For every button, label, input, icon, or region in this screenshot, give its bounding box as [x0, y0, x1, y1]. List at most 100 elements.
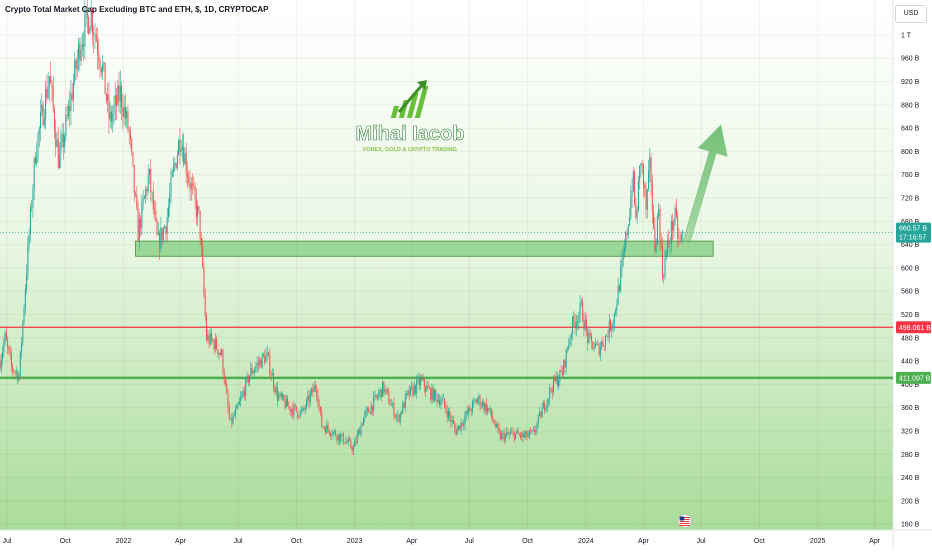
candle-body: [12, 365, 14, 371]
price-axis-label: 400 B: [901, 382, 920, 389]
candle-body: [294, 404, 296, 407]
candle-body: [601, 341, 603, 348]
candle-body: [212, 339, 214, 342]
candle-body: [98, 52, 100, 62]
candle-body: [99, 61, 101, 69]
candle-body: [88, 17, 90, 34]
candle-body: [128, 130, 130, 132]
candle-body: [181, 146, 183, 151]
candle-body: [97, 41, 99, 53]
candle-body: [2, 352, 4, 360]
candle-body: [485, 403, 487, 413]
candle-body: [185, 153, 187, 173]
candle-body: [5, 332, 7, 341]
candle-body: [32, 189, 34, 208]
candle-body: [233, 415, 235, 416]
candle-body: [36, 156, 38, 164]
candle-body: [330, 433, 332, 436]
currency-button[interactable]: USD: [895, 5, 927, 23]
candle-body: [26, 273, 28, 290]
candle-body: [34, 157, 36, 164]
candle-body: [190, 183, 192, 190]
candle-body: [312, 388, 314, 392]
candle-body: [655, 244, 657, 251]
candle-body: [566, 348, 568, 350]
flag-stripe: [679, 523, 690, 524]
candle-body: [426, 385, 428, 392]
candle-body: [81, 44, 83, 50]
candle-body: [450, 416, 452, 423]
price-axis-label: 240 B: [901, 475, 920, 482]
candle-body: [274, 387, 276, 393]
candle-body: [374, 395, 376, 397]
candle-body: [679, 238, 681, 240]
candle-body: [531, 430, 533, 432]
time-axis[interactable]: Jul Oct 2022 Apr Jul Oct 2023 Apr Jul Oct 2024 Apr J…: [2, 538, 880, 545]
candle-body: [197, 206, 199, 217]
candle-body: [373, 396, 375, 412]
price-axis-label: 680 B: [901, 219, 920, 226]
candle-body: [132, 151, 134, 166]
candle-body: [349, 439, 351, 441]
candle-body: [332, 431, 334, 435]
price-axis-label: 800 B: [901, 149, 920, 156]
candle-body: [458, 425, 460, 429]
candle-body: [208, 335, 210, 344]
candle-body: [484, 403, 486, 411]
candle-body: [378, 393, 380, 398]
candle-body: [369, 412, 371, 414]
candle-body: [468, 407, 470, 414]
candle-body: [620, 267, 622, 292]
candle-body: [420, 378, 422, 386]
price-axis[interactable]: 160 B 200 B 240 B 280 B 320 B 360 B 400 B 440 B…: [901, 32, 920, 528]
candle-body: [85, 8, 87, 14]
candle-body: [107, 94, 109, 101]
candle-body: [411, 386, 413, 387]
candle-body: [591, 334, 593, 342]
candle-body: [224, 381, 226, 385]
candle-body: [61, 133, 63, 143]
candle-body: [441, 398, 443, 403]
candle-body: [260, 359, 262, 368]
candle-body: [554, 376, 556, 381]
candle-body: [494, 424, 496, 427]
candle-body: [406, 393, 408, 396]
candle-body: [254, 369, 256, 372]
candle-body: [176, 155, 178, 169]
candle-body: [214, 338, 216, 350]
candle-body: [385, 389, 387, 390]
candle-body: [29, 207, 31, 235]
candle-body: [110, 111, 112, 122]
candle-body: [402, 402, 404, 414]
candle-body: [392, 403, 394, 405]
candle-body: [512, 431, 514, 433]
candle-body: [251, 367, 253, 374]
candle-body: [544, 402, 546, 411]
candle-body: [487, 408, 489, 413]
candle-body: [289, 406, 291, 412]
candle-body: [276, 387, 278, 401]
candle-body: [40, 112, 42, 129]
candle-body: [48, 76, 50, 87]
candle-body: [404, 395, 406, 409]
time-axis-label: 2024: [578, 538, 594, 545]
candle-body: [9, 350, 11, 355]
candle-body: [166, 217, 168, 234]
candle-body: [141, 201, 143, 229]
candle-body: [147, 174, 149, 192]
projection-arrow-layer: [682, 124, 728, 244]
candle-body: [173, 165, 175, 172]
price-axis-label: 720 B: [901, 196, 920, 203]
candle-body: [665, 252, 667, 259]
candle-body: [70, 93, 72, 111]
candle-body: [195, 198, 197, 217]
candle-body: [539, 411, 541, 416]
candle-body: [503, 433, 505, 441]
candle-body: [240, 397, 242, 402]
candle-body: [174, 163, 176, 166]
candle-body: [501, 433, 503, 440]
candle-body: [170, 176, 172, 196]
candle-body: [342, 433, 344, 443]
